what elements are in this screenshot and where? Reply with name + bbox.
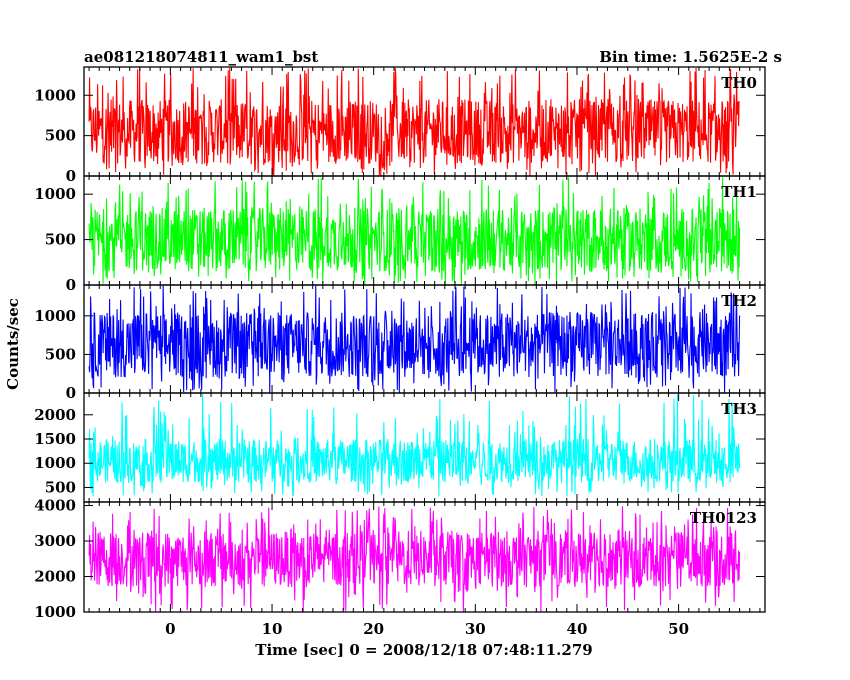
y-tick-label: 0 — [66, 276, 76, 294]
y-tick-label: 1000 — [34, 86, 76, 104]
y-tick-label: 4000 — [34, 497, 76, 515]
y-tick-label: 0 — [66, 167, 76, 185]
y-tick-label: 1000 — [34, 307, 76, 325]
panel-label-th1: TH1 — [721, 183, 757, 201]
panel-frame — [83, 392, 766, 503]
y-tick-label: 1000 — [34, 603, 76, 621]
y-tick-label: 3000 — [34, 532, 76, 550]
x-tick-label: 0 — [165, 620, 175, 638]
panel-label-th0: TH0 — [721, 74, 757, 92]
panel-th3: 500 1000 1500 2000 TH3 — [34, 392, 766, 503]
y-tick-label: 2000 — [34, 568, 76, 586]
series-line-th0 — [88, 67, 740, 176]
series-line-th2 — [88, 285, 741, 393]
panel-label-th0123: TH0123 — [690, 509, 757, 527]
x-tick-label: 20 — [363, 620, 384, 638]
x-tick-label: 10 — [262, 620, 283, 638]
y-tick-label: 500 — [45, 478, 76, 496]
x-tick-label: 40 — [567, 620, 588, 638]
series-line-th1 — [88, 177, 741, 285]
y-tick-label: 1000 — [34, 454, 76, 472]
y-tick-label: 0 — [66, 384, 76, 402]
y-tick-label: 500 — [45, 127, 76, 145]
series-line-th3 — [88, 393, 741, 497]
y-tick-label: 500 — [45, 345, 76, 363]
chart-title-left: ae081218074811_wam1_bst — [84, 48, 318, 66]
panel-label-th2: TH2 — [721, 292, 757, 310]
y-axis-label: Counts/sec — [4, 298, 22, 390]
x-axis-label: Time [sec] 0 = 2008/12/18 07:48:11.279 — [255, 641, 592, 659]
panel-th0: 0 500 1000 TH0 — [34, 66, 766, 185]
panel-th0123: 1000 2000 3000 4000 TH0123 — [34, 497, 766, 621]
x-tick-label: 30 — [465, 620, 486, 638]
y-tick-label: 500 — [45, 231, 76, 249]
x-tick-label: 50 — [668, 620, 689, 638]
chart-title-right: Bin time: 1.5625E-2 s — [599, 48, 782, 66]
panel-label-th3: TH3 — [721, 400, 757, 418]
y-tick-label: 2000 — [34, 406, 76, 424]
panel-th1: 0 500 1000 TH1 — [34, 175, 766, 294]
panel-th2: 0 500 1000 TH2 — [34, 284, 766, 402]
y-tick-label: 1500 — [34, 430, 76, 448]
series-line-th0123 — [88, 506, 741, 612]
y-tick-label: 1000 — [34, 185, 76, 203]
